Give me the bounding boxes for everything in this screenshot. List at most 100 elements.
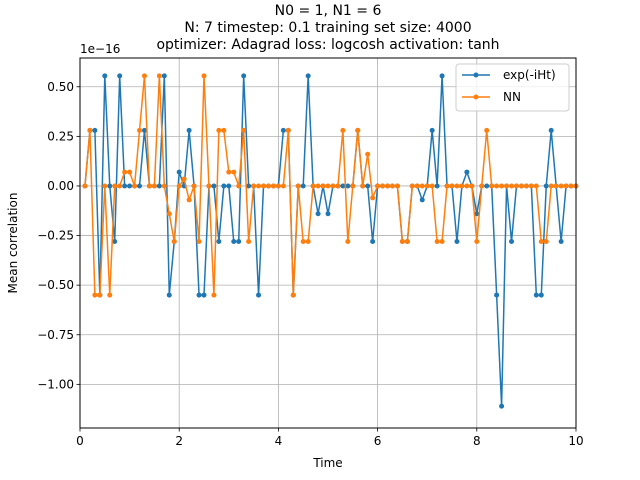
data-point — [275, 183, 281, 189]
data-point — [265, 183, 271, 189]
data-point — [236, 183, 242, 189]
data-point — [528, 183, 534, 189]
data-point — [206, 183, 212, 189]
data-point — [340, 127, 346, 133]
data-point — [385, 183, 391, 189]
data-point — [464, 169, 470, 175]
data-point — [107, 292, 113, 298]
data-point — [414, 183, 420, 189]
x-tick-label: 0 — [76, 434, 84, 448]
data-point — [256, 183, 262, 189]
data-point — [509, 183, 515, 189]
data-point — [201, 73, 207, 79]
data-point — [132, 183, 138, 189]
data-point — [513, 183, 519, 189]
data-point — [256, 292, 262, 298]
data-point — [350, 183, 356, 189]
data-point — [171, 239, 177, 245]
data-point — [494, 292, 500, 298]
data-point — [117, 73, 123, 79]
data-point — [122, 169, 128, 175]
y-tick-label: −0.25 — [37, 229, 74, 243]
y-tick-label: −1.00 — [37, 377, 74, 391]
legend-label-nn: NN — [503, 90, 521, 104]
data-point — [380, 183, 386, 189]
data-point — [161, 73, 167, 79]
data-point — [137, 127, 143, 133]
data-point — [538, 239, 544, 245]
data-point — [335, 183, 341, 189]
data-point — [484, 127, 490, 133]
chart-title: N0 = 1, N1 = 6 N: 7 timestep: 0.1 traini… — [156, 3, 499, 53]
data-point — [161, 183, 167, 189]
data-point — [360, 183, 366, 189]
data-point — [479, 183, 485, 189]
legend: exp(-iHt) NN — [455, 63, 570, 112]
data-point — [320, 183, 326, 189]
data-point — [568, 183, 574, 189]
y-tick-label: −0.75 — [37, 328, 74, 342]
data-point — [429, 183, 435, 189]
data-point — [345, 183, 351, 189]
data-point — [548, 183, 554, 189]
data-point — [92, 127, 98, 133]
data-point — [504, 183, 510, 189]
data-point — [370, 239, 376, 245]
data-point — [117, 183, 123, 189]
data-point — [533, 292, 539, 298]
data-point — [454, 183, 460, 189]
data-point — [107, 183, 113, 189]
data-point — [489, 183, 495, 189]
data-point — [543, 183, 549, 189]
data-point — [221, 183, 227, 189]
data-point — [191, 183, 197, 189]
grid — [79, 58, 577, 428]
data-point — [404, 239, 410, 245]
series-line — [84, 75, 576, 407]
data-point — [82, 183, 88, 189]
data-point — [548, 127, 554, 133]
data-point — [370, 195, 376, 201]
data-point — [241, 127, 247, 133]
data-point — [315, 183, 321, 189]
x-tick-label: 6 — [374, 434, 382, 448]
y-axis-label: Mean correlation — [6, 193, 20, 294]
data-point — [499, 183, 505, 189]
legend-label-exp: exp(-iHt) — [503, 68, 556, 82]
data-point — [246, 183, 252, 189]
data-point — [325, 183, 331, 189]
data-point — [231, 169, 237, 175]
data-point — [156, 73, 162, 79]
data-point — [196, 239, 202, 245]
data-point — [389, 183, 395, 189]
plot-series — [82, 73, 579, 409]
data-point — [186, 127, 192, 133]
data-point — [246, 239, 252, 245]
x-tick-label: 4 — [275, 434, 283, 448]
chart-title-line-1: N0 = 1, N1 = 6 — [275, 3, 382, 19]
data-point — [300, 183, 306, 189]
data-point — [340, 183, 346, 189]
data-point — [241, 73, 247, 79]
data-point — [221, 127, 227, 133]
data-point — [201, 292, 207, 298]
x-tick-label: 10 — [568, 434, 583, 448]
data-point — [439, 239, 445, 245]
data-point — [211, 183, 217, 189]
x-axis-label: Time — [312, 456, 342, 470]
axis-ticks: 0 2 4 6 8 10 0.50 0.25 0.00 −0.25 −0.50 −0.75 −1.00 — [37, 80, 583, 448]
data-point — [285, 127, 291, 133]
data-point — [474, 211, 480, 217]
data-point — [102, 73, 108, 79]
y-tick-label: −0.50 — [37, 278, 74, 292]
data-point — [146, 183, 152, 189]
data-point — [439, 73, 445, 79]
data-point — [181, 176, 187, 182]
data-point — [127, 169, 133, 175]
data-point — [251, 183, 257, 189]
data-point — [226, 183, 232, 189]
data-point — [419, 197, 425, 203]
data-point — [236, 239, 242, 245]
data-point — [92, 292, 98, 298]
y-tick-label: 0.50 — [47, 80, 74, 94]
